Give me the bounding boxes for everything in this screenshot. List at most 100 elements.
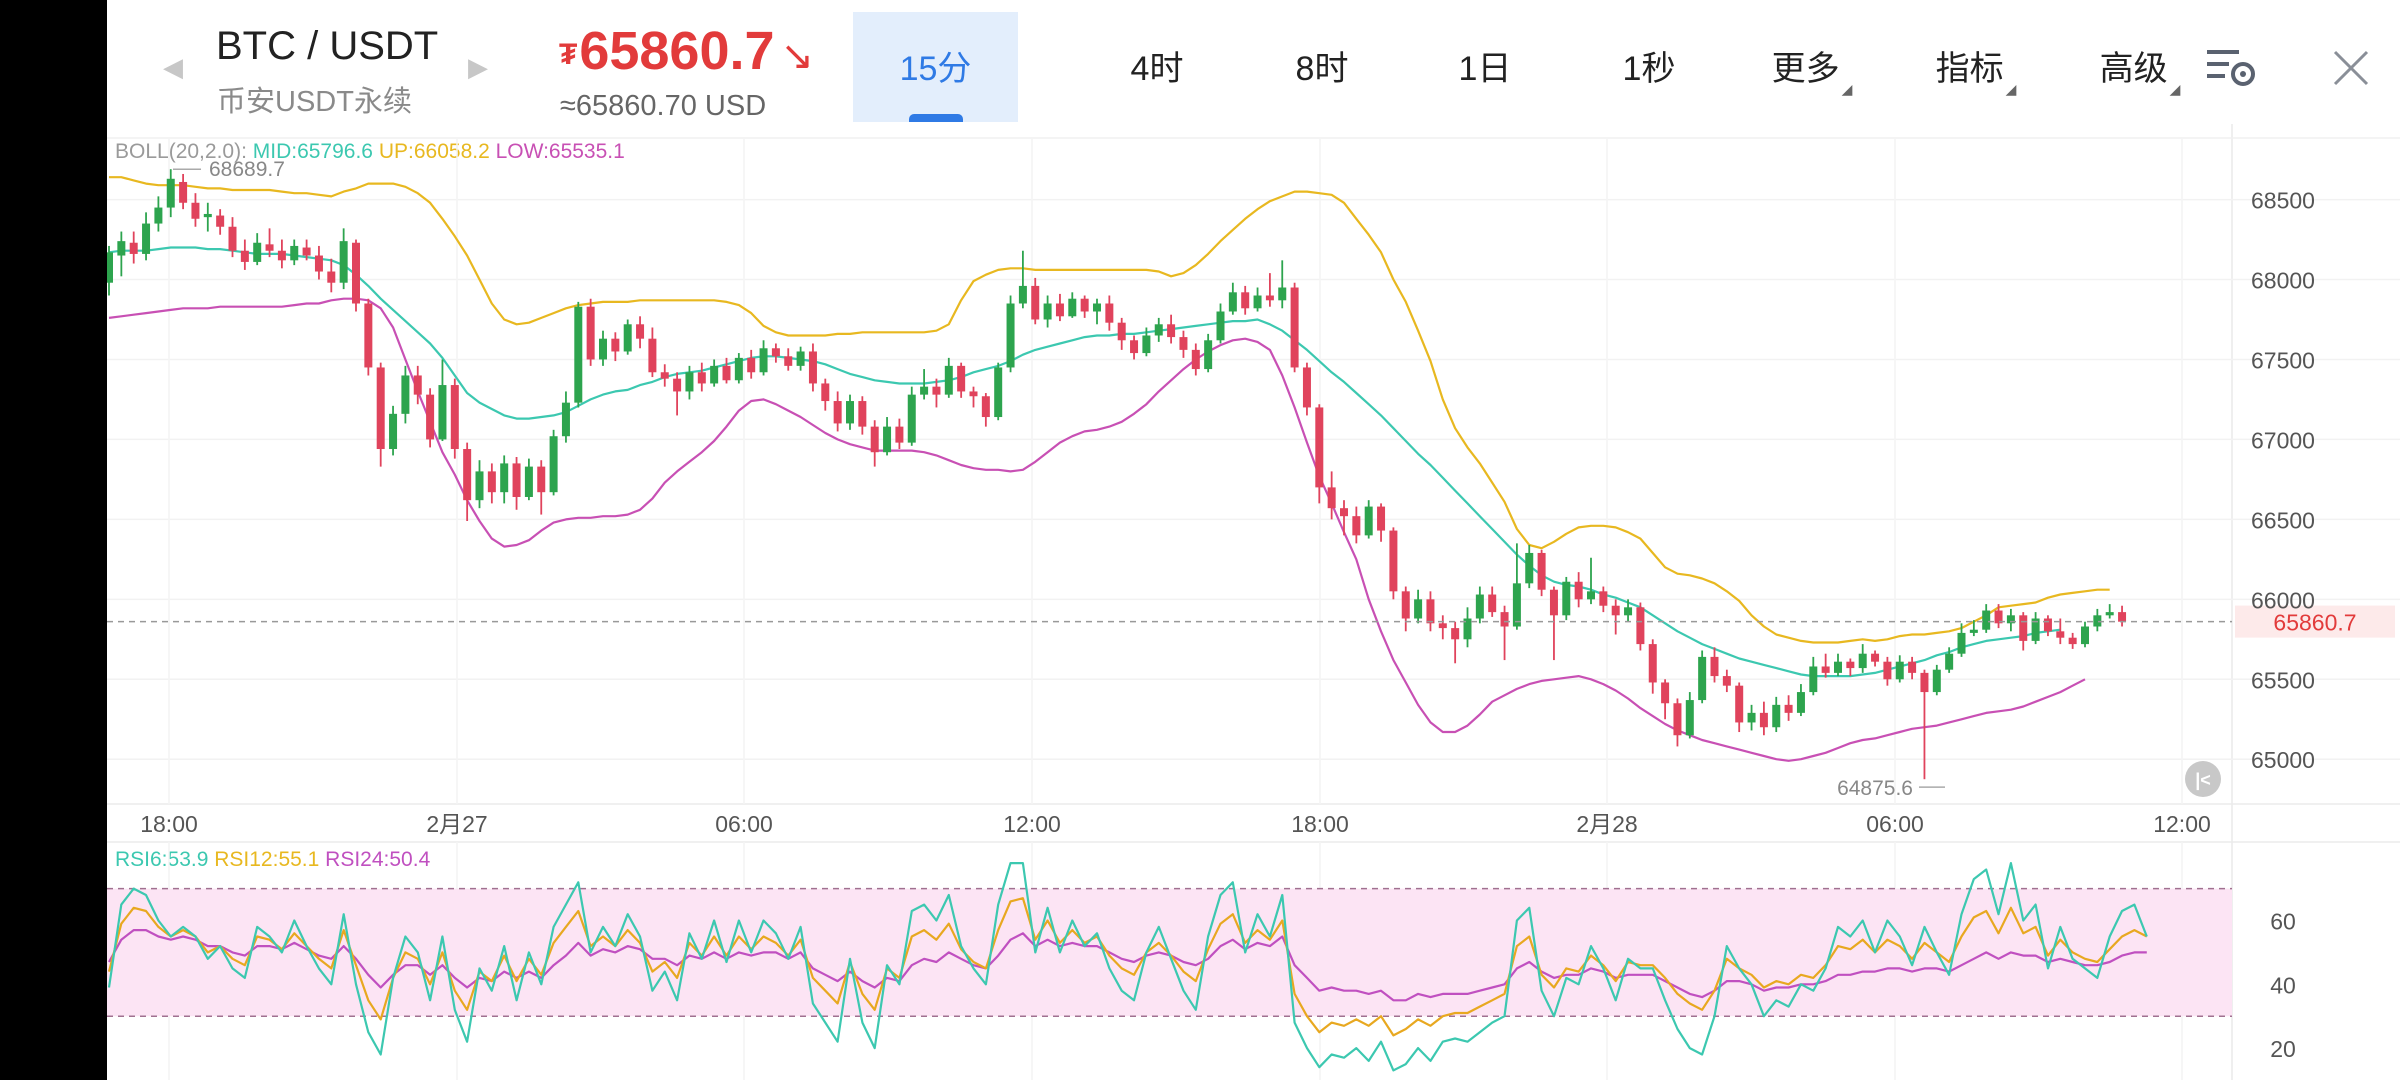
- time-axis: 18:00 2月27 06:00 12:00 18:00 2月28 06:00 12:00: [140, 811, 2211, 837]
- candle-body: [660, 372, 669, 379]
- rsi12-value: RSI12:55.1: [214, 848, 320, 871]
- candle-body: [1352, 516, 1361, 536]
- candle-body: [1018, 285, 1027, 304]
- time-tick-label: 18:00: [140, 811, 198, 837]
- candle-body: [1796, 692, 1805, 713]
- candle-body: [1698, 656, 1707, 701]
- candle-body: [2031, 618, 2040, 641]
- tab-8h[interactable]: 8时: [1295, 50, 1349, 88]
- candle-body: [537, 466, 546, 493]
- candle-body: [1080, 298, 1089, 312]
- candle-body: [1512, 583, 1521, 627]
- candle-body: [1043, 303, 1052, 320]
- tab-1s[interactable]: 1秒: [1622, 50, 1676, 88]
- candlestick-chart[interactable]: 65860.7 68689.7 64875.6 65000 65500 66000 665…: [107, 124, 2400, 1080]
- candle-body: [1673, 703, 1682, 736]
- price-tick-label: 67500: [2251, 347, 2315, 373]
- candle-body: [1537, 552, 1546, 590]
- boll-upper-line: [109, 176, 2110, 644]
- active-tab-indicator: [909, 114, 963, 122]
- candle-body: [389, 413, 398, 450]
- candle-body: [364, 303, 373, 368]
- candle-body: [1179, 337, 1188, 350]
- high-marker-label: 68689.7: [209, 158, 285, 181]
- candle-body: [450, 385, 459, 450]
- dropdown-corner-icon: ◢: [2169, 81, 2181, 97]
- candle-body: [290, 245, 299, 261]
- tab-more[interactable]: 更多◢: [1771, 50, 1853, 97]
- candle-body: [1895, 661, 1904, 680]
- price-tick-label: 68000: [2251, 268, 2315, 294]
- candle-body: [1463, 618, 1472, 640]
- candle-body: [907, 394, 916, 443]
- candle-body: [1389, 530, 1398, 592]
- candle-body: [1994, 610, 2003, 624]
- time-tick-label: 12:00: [1003, 811, 1061, 837]
- candle-body: [339, 241, 348, 283]
- candle-body: [1426, 599, 1435, 624]
- candle-body: [1438, 623, 1447, 629]
- candle-body: [1611, 605, 1620, 616]
- next-pair-button[interactable]: ▶: [468, 52, 488, 82]
- candle-body: [1735, 685, 1744, 723]
- candle-body: [500, 463, 509, 493]
- candle-body: [327, 271, 336, 283]
- boll-mid-line: [108, 246, 2061, 678]
- tab-indicators[interactable]: 指标◢: [1935, 50, 2017, 97]
- candle-body: [228, 226, 237, 251]
- candle-body: [1858, 653, 1867, 669]
- scroll-to-latest-button[interactable]: |<: [2185, 761, 2221, 797]
- rsi-tick-label: 40: [2270, 972, 2296, 998]
- candle-body: [1969, 629, 1978, 633]
- candle-body: [1302, 367, 1311, 408]
- close-icon[interactable]: [2331, 48, 2371, 88]
- candle-body: [2043, 618, 2052, 632]
- candle-body: [1216, 311, 1225, 341]
- pair-title[interactable]: BTC / USDT: [216, 24, 439, 68]
- candle-body: [463, 449, 472, 501]
- candle-body: [1908, 661, 1917, 673]
- tab-1d[interactable]: 1日: [1458, 50, 1512, 88]
- candle-body: [1488, 594, 1497, 613]
- candle-body: [1685, 700, 1694, 736]
- candle-body: [920, 386, 929, 395]
- candle-body: [475, 471, 484, 501]
- candle-body: [1364, 506, 1373, 536]
- candle-body: [1451, 628, 1460, 640]
- candle-body: [302, 247, 311, 256]
- candle-body: [512, 463, 521, 497]
- prev-pair-button[interactable]: ◀: [163, 52, 183, 82]
- candle-body: [722, 365, 731, 381]
- candle-body: [1624, 607, 1633, 616]
- candle-body: [1142, 335, 1151, 354]
- time-tick-label: 2月27: [426, 811, 487, 837]
- candle-body: [2105, 612, 2114, 616]
- chart-settings-icon[interactable]: [2205, 48, 2257, 88]
- candle-body: [1710, 656, 1719, 677]
- scroll-to-latest-icon[interactable]: [2185, 761, 2221, 797]
- candle-body: [142, 223, 151, 254]
- candle-body: [166, 178, 175, 208]
- candle-body: [487, 471, 496, 493]
- candle-body: [969, 391, 978, 397]
- candle-body: [636, 324, 645, 339]
- candle-body: [673, 378, 682, 392]
- tab-15m[interactable]: 15分: [853, 12, 1018, 122]
- candle-body: [376, 367, 385, 450]
- rsi-panel: 20 40 60: [107, 861, 2296, 1072]
- candle-body: [623, 324, 632, 352]
- candle-body: [1549, 589, 1558, 616]
- candle-body: [957, 365, 966, 392]
- tab-4h[interactable]: 4时: [1130, 50, 1184, 88]
- candle-body: [1253, 295, 1262, 309]
- price-tick-label: 66500: [2251, 507, 2315, 533]
- current-price-tag-bg: [2235, 605, 2395, 638]
- candle-body: [253, 242, 262, 262]
- tab-advanced[interactable]: 高级◢: [2099, 50, 2181, 97]
- candle-body: [1525, 552, 1534, 584]
- candle-body: [981, 396, 990, 418]
- candle-body: [697, 372, 706, 384]
- candle-body: [747, 357, 756, 373]
- price-usd: ≈65860.70 USD: [560, 90, 767, 122]
- candle-body: [821, 383, 830, 402]
